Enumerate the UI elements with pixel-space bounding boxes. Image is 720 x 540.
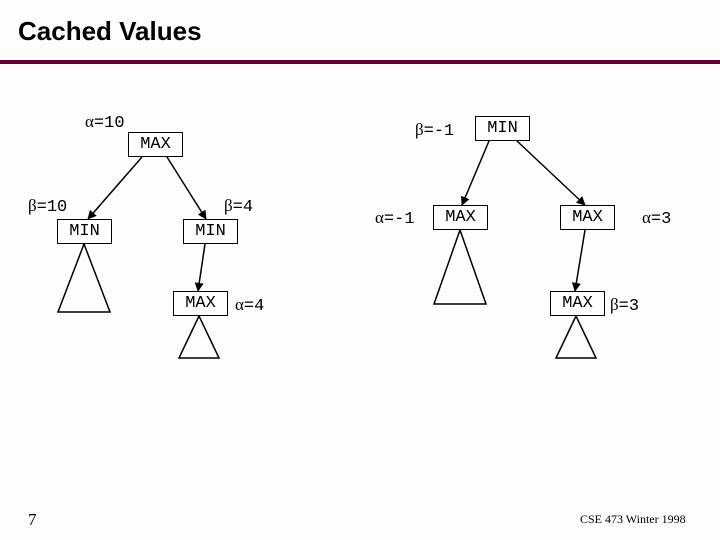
label-alpha-minus1: α=-1 [375, 208, 415, 229]
label-value: =10 [37, 198, 68, 217]
label-value: =4 [233, 198, 253, 217]
label-beta-3: β=3 [610, 295, 639, 316]
label-alpha-10: α=10 [85, 112, 125, 133]
node-max-right-2: MAX [560, 205, 615, 230]
node-min-left-2: MIN [183, 219, 238, 244]
node-max-root-left: MAX [128, 132, 183, 157]
symbol-alpha: α [85, 112, 94, 131]
node-min-left-1: MIN [57, 219, 112, 244]
symbol-beta: β [28, 196, 37, 215]
symbol-beta: β [224, 196, 233, 215]
label-beta-4: β=4 [224, 196, 253, 217]
node-max-right-1: MAX [433, 205, 488, 230]
node-max-left-3: MAX [173, 291, 228, 316]
title-divider [0, 60, 720, 64]
diagram-canvas [0, 0, 720, 540]
symbol-alpha: α [235, 295, 244, 314]
symbol-beta: β [415, 120, 424, 139]
label-value: =4 [244, 297, 264, 316]
label-value: =3 [619, 297, 639, 316]
symbol-alpha: α [642, 208, 651, 227]
label-value: =-1 [384, 210, 415, 229]
label-value: =10 [94, 114, 125, 133]
label-value: =3 [651, 210, 671, 229]
page-number: 7 [28, 510, 37, 530]
node-max-right-3: MAX [550, 291, 605, 316]
label-beta-10: β=10 [28, 196, 67, 217]
symbol-alpha: α [375, 208, 384, 227]
label-beta-minus1: β=-1 [415, 120, 454, 141]
label-value: =-1 [424, 122, 455, 141]
page-title: Cached Values [18, 16, 202, 47]
symbol-beta: β [610, 295, 619, 314]
label-alpha-4: α=4 [235, 295, 264, 316]
course-footer: CSE 473 Winter 1998 [580, 512, 686, 527]
node-min-root-right: MIN [475, 116, 530, 141]
label-alpha-3: α=3 [642, 208, 671, 229]
